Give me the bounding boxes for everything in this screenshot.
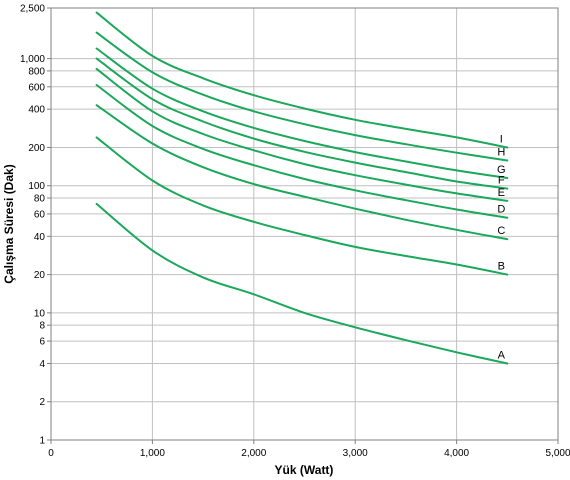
series-line-a [95, 202, 509, 365]
series-label-e: E [498, 187, 505, 199]
y-tick-label: 800 [28, 66, 45, 77]
x-gridlines [50, 8, 559, 444]
series-line-c [95, 104, 509, 241]
y-tick-label: 600 [28, 82, 45, 93]
x-tick-label: 0 [48, 448, 54, 459]
y-tick-label: 1,000 [20, 54, 45, 65]
series-label-f: F [498, 175, 505, 187]
y-tick-label: 200 [28, 143, 45, 154]
series-label-h: H [497, 146, 505, 158]
y-tick-label: 60 [34, 209, 46, 220]
series-line-e [95, 67, 509, 202]
x-tick-label: 1,000 [140, 448, 165, 459]
y-tick-label: 100 [28, 181, 45, 192]
x-tick-labels: 0 1,000 2,000 3,000 4,000 5,000 [48, 448, 570, 459]
x-axis-title: Yük (Watt) [275, 463, 334, 477]
series-line-f [95, 57, 509, 190]
y-tick-label: 10 [34, 308, 46, 319]
series-line-b [95, 136, 509, 276]
series-line-g [95, 47, 509, 179]
series-label-b: B [498, 261, 505, 273]
series-label-a: A [498, 349, 506, 361]
series-line-i [95, 11, 509, 149]
series-label-c: C [497, 225, 505, 237]
series-label-d: D [497, 204, 505, 216]
y-gridlines [47, 7, 558, 441]
series-label-i: I [500, 133, 503, 145]
y-tick-label: 400 [28, 105, 45, 116]
y-tick-label: 2,500 [20, 4, 45, 15]
y-tick-label: 40 [34, 232, 46, 243]
plot-frame [50, 7, 559, 441]
x-tick-label: 3,000 [343, 448, 368, 459]
y-tick-label: 20 [34, 270, 46, 281]
y-tick-label: 1 [39, 436, 45, 447]
y-tick-label: 4 [39, 359, 45, 370]
series-line-d [95, 84, 509, 219]
y-axis-title: Çalışma Süresi (Dak) [2, 164, 16, 283]
y-tick-label: 6 [39, 337, 45, 348]
series-line-h [95, 31, 509, 162]
y-tick-label: 8 [39, 321, 45, 332]
series-lines [95, 11, 509, 365]
y-tick-label: 2 [39, 397, 45, 408]
y-tick-label: 80 [34, 194, 46, 205]
x-tick-label: 5,000 [545, 448, 570, 459]
x-tick-label: 2,000 [241, 448, 266, 459]
x-tick-label: 4,000 [444, 448, 469, 459]
series-label-g: G [497, 164, 506, 176]
